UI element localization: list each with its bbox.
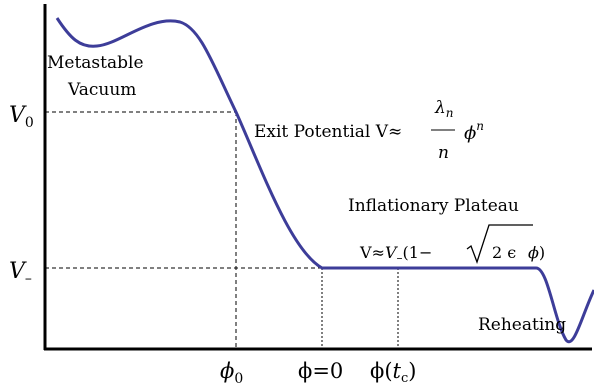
- phi-zero-label: ϕ=0: [298, 359, 343, 383]
- exit-phi: ϕn: [464, 119, 484, 144]
- phi-tc-label: ϕ(tc): [370, 359, 416, 385]
- phi0-label: ϕ0: [220, 359, 243, 385]
- plateau-title: Inflationary Plateau: [348, 196, 519, 216]
- reheating-label: Reheating: [478, 315, 566, 335]
- sqrt-sign: [466, 224, 533, 264]
- plateau-phi: ϕ): [528, 243, 545, 262]
- vminus-label: V–: [9, 259, 32, 287]
- exit-potential-label: Exit Potential V≈: [254, 122, 402, 142]
- exit-lambda: λn: [434, 98, 454, 120]
- potential-curve: [55, 17, 594, 344]
- metastable-label: Metastable: [47, 53, 144, 73]
- plateau-formula: V≈V–(1−: [359, 243, 432, 265]
- vacuum-label: Vacuum: [67, 80, 136, 100]
- exit-denominator: n: [438, 143, 449, 163]
- plateau-root: 2 ϵ: [492, 243, 516, 262]
- v0-label: V0: [9, 103, 34, 131]
